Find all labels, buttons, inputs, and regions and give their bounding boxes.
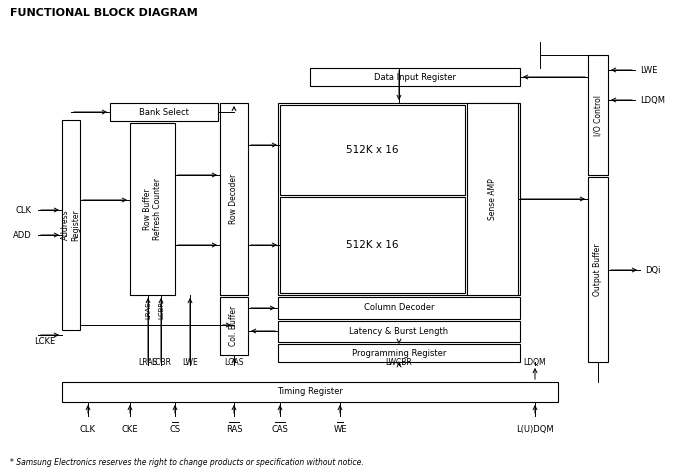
Text: LDQM: LDQM: [640, 96, 665, 105]
Text: LDQM: LDQM: [524, 358, 546, 367]
Text: 512K x 16: 512K x 16: [346, 145, 398, 155]
Bar: [110, 103, 218, 121]
Text: DQi: DQi: [645, 265, 660, 274]
Text: Column Decoder: Column Decoder: [363, 303, 434, 312]
Bar: [278, 344, 520, 362]
Text: Output Buffer: Output Buffer: [594, 243, 602, 296]
Bar: [467, 103, 518, 295]
Text: 512K x 16: 512K x 16: [346, 240, 398, 250]
Bar: [310, 68, 520, 86]
Text: L(U)DQM: L(U)DQM: [516, 425, 554, 434]
Text: CKE: CKE: [122, 425, 139, 434]
Bar: [278, 103, 520, 295]
Text: LRAS: LRAS: [139, 358, 157, 367]
Text: ADD: ADD: [13, 230, 32, 240]
Bar: [62, 382, 558, 402]
Bar: [220, 297, 248, 355]
Text: LWE: LWE: [640, 66, 658, 75]
Bar: [278, 321, 520, 342]
Text: Row Decoder: Row Decoder: [229, 174, 238, 224]
Text: CLK: CLK: [16, 205, 32, 214]
Text: Address
Register: Address Register: [61, 209, 81, 241]
Text: Row Buffer
Refresh Counter: Row Buffer Refresh Counter: [143, 178, 162, 240]
Text: I/O Control: I/O Control: [594, 94, 602, 136]
Text: Col. Buffer: Col. Buffer: [229, 306, 238, 346]
Text: WE: WE: [333, 425, 347, 434]
Bar: [588, 177, 608, 362]
Bar: [130, 123, 175, 295]
Text: CAS: CAS: [272, 425, 289, 434]
Text: CLK: CLK: [80, 425, 96, 434]
Text: LCKE: LCKE: [34, 338, 55, 347]
Text: Timing Register: Timing Register: [277, 387, 343, 396]
Bar: [280, 105, 465, 195]
Bar: [588, 55, 608, 175]
Text: LWCBR: LWCBR: [386, 358, 413, 367]
Text: Data Input Register: Data Input Register: [374, 73, 456, 82]
Bar: [62, 120, 80, 330]
Bar: [220, 103, 248, 295]
Bar: [280, 197, 465, 293]
Text: LCAS: LCAS: [224, 358, 244, 367]
Text: FUNCTIONAL BLOCK DIAGRAM: FUNCTIONAL BLOCK DIAGRAM: [10, 8, 198, 18]
Text: Bank Select: Bank Select: [139, 107, 189, 116]
Text: Programming Register: Programming Register: [352, 348, 446, 357]
Text: LCBR: LCBR: [158, 301, 164, 319]
Text: * Samsung Electronics reserves the right to change products or specification wit: * Samsung Electronics reserves the right…: [10, 458, 363, 467]
Text: LRAS: LRAS: [145, 301, 151, 319]
Text: CS: CS: [170, 425, 180, 434]
Text: LCBR: LCBR: [151, 358, 171, 367]
Bar: [278, 297, 520, 319]
Text: RAS: RAS: [225, 425, 242, 434]
Text: Latency & Burst Length: Latency & Burst Length: [349, 327, 449, 336]
Text: Sense AMP: Sense AMP: [488, 178, 497, 220]
Text: LWE: LWE: [182, 358, 198, 367]
